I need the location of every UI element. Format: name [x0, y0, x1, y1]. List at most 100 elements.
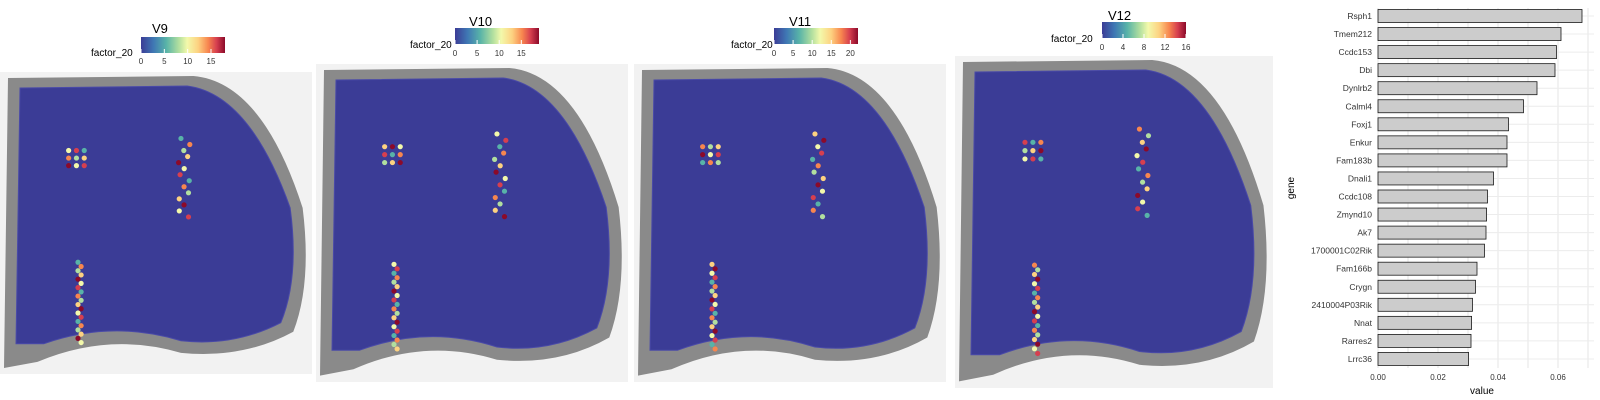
scale-tick-label: 20: [846, 49, 855, 58]
hotspot: [502, 175, 508, 182]
hotspot: [1135, 192, 1141, 199]
hotspot: [75, 259, 81, 265]
scale-tick-label: 10: [808, 49, 817, 58]
hotspot: [497, 182, 503, 188]
hotspot: [1031, 299, 1038, 305]
hotspot: [809, 156, 816, 162]
hotspot: [700, 152, 706, 158]
bar: [1377, 135, 1508, 150]
hotspot: [709, 306, 715, 312]
hotspot: [181, 184, 187, 190]
hotspot: [821, 137, 827, 143]
hotspot: [78, 331, 84, 337]
hotspot: [397, 152, 403, 158]
hotspot: [1031, 346, 1038, 352]
hotspot: [78, 272, 84, 278]
scale-tick-label: 0: [772, 49, 777, 58]
hotspot: [394, 292, 400, 299]
grid: [1377, 8, 1594, 368]
hotspot: [1139, 139, 1145, 145]
gene-label: Dbi: [1359, 65, 1372, 75]
hotspot: [78, 306, 84, 312]
gene-label: Lrrc36: [1348, 354, 1372, 364]
bar: [1377, 352, 1469, 366]
hotspot: [75, 301, 81, 308]
x-tick-label: 0.02: [1430, 373, 1446, 382]
hotspot: [715, 159, 721, 166]
hotspot: [1035, 313, 1041, 319]
hotspot: [394, 337, 400, 343]
tissue-section: [0, 72, 312, 374]
hotspot: [391, 288, 397, 294]
hotspot: [391, 332, 397, 339]
hotspot: [1038, 139, 1044, 145]
hotspot: [1022, 139, 1028, 145]
hotspot: [391, 315, 397, 321]
spatial-panel-v9: V9 factor_20 0 5 10 15: [0, 21, 312, 374]
hotspot: [391, 297, 397, 303]
hotspot: [394, 328, 400, 334]
hotspot: [66, 147, 72, 154]
hotspot: [1145, 172, 1151, 179]
hotspot: [709, 315, 715, 321]
hotspot: [503, 137, 509, 143]
tissue-section: [316, 64, 628, 382]
hotspot: [187, 141, 193, 148]
hotspot: [177, 172, 183, 178]
hotspot: [712, 337, 718, 343]
hotspot: [497, 163, 503, 169]
hotspot: [394, 346, 400, 352]
hotspot: [812, 131, 818, 137]
hotspot: [394, 266, 400, 272]
hotspot: [81, 155, 87, 161]
hotspot: [815, 163, 821, 169]
legend-title: factor_20: [731, 40, 773, 51]
scale-tick-label: 10: [495, 49, 504, 58]
hotspot: [1035, 267, 1041, 273]
gene-label: Tmem212: [1334, 29, 1373, 39]
gene-loadings-bar-chart: Rsph1 Tmem212 Ccdc153 Dbi Dynlrb2 Calml4 Foxj1…: [1286, 8, 1594, 397]
hotspot: [709, 261, 715, 267]
hotspot: [712, 301, 718, 308]
hotspot: [78, 263, 84, 270]
hotspot: [75, 310, 81, 316]
hotspot: [81, 147, 87, 154]
hotspot: [73, 163, 80, 169]
hotspot: [391, 306, 397, 312]
hotspot: [75, 327, 81, 333]
hotspot: [811, 169, 817, 175]
x-tick-label: 0.06: [1550, 373, 1566, 382]
hotspot: [492, 207, 498, 213]
legend-title: factor_20: [91, 48, 133, 59]
bar: [1377, 279, 1476, 294]
gene-label: Calml4: [1346, 101, 1373, 111]
hotspot: [709, 332, 715, 339]
gene-label: Ccdc108: [1338, 192, 1372, 202]
hotspot: [1144, 186, 1150, 192]
hotspot: [78, 289, 84, 295]
hotspot: [712, 266, 718, 272]
gene-label: Rsph1: [1347, 11, 1372, 21]
hotspot: [497, 144, 503, 150]
scale-tick-label: 10: [183, 57, 192, 66]
scale-tick-label: 5: [475, 49, 480, 58]
hotspot: [707, 144, 714, 150]
hotspot: [78, 339, 84, 346]
hotspot: [707, 152, 714, 158]
hotspot: [176, 196, 182, 202]
hotspot: [810, 207, 816, 213]
x-tick-labels: 0.00 0.02 0.04 0.06: [1370, 373, 1566, 382]
hotspot: [709, 279, 715, 285]
hotspot: [1031, 262, 1038, 268]
hotspot: [73, 147, 80, 154]
hotspot: [185, 153, 191, 160]
gene-labels: Rsph1 Tmem212 Ccdc153 Dbi Dynlrb2 Calml4 Foxj1…: [1311, 11, 1373, 364]
gene-label: Enkur: [1350, 137, 1372, 147]
hotspot: [1144, 212, 1150, 218]
color-scale: 0 4 8 12 16: [1100, 22, 1191, 52]
panel-title: V12: [1108, 8, 1131, 23]
hotspot: [1038, 156, 1044, 162]
hotspot: [181, 166, 187, 172]
gene-label: Crygn: [1349, 282, 1372, 292]
